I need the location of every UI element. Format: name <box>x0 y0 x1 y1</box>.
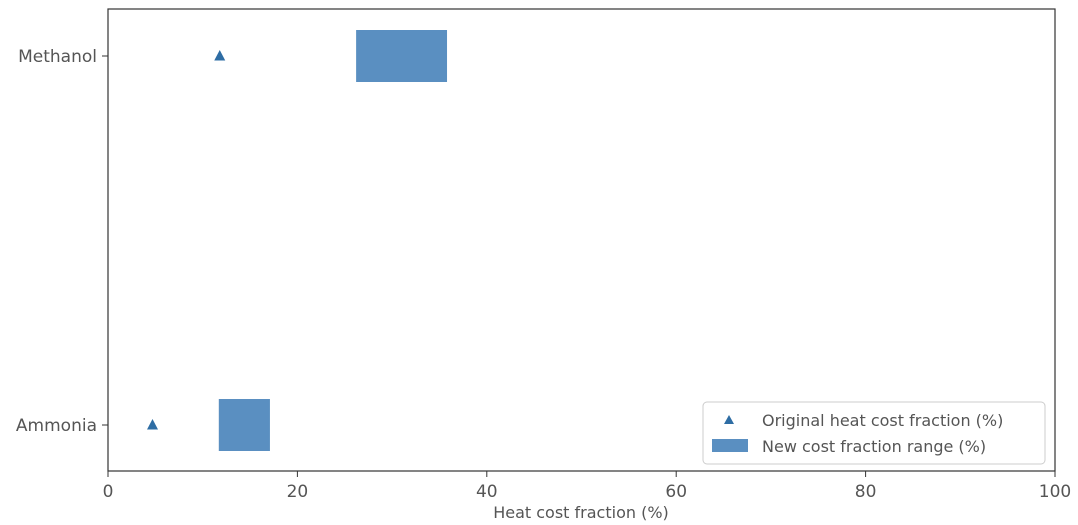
plot-frame <box>107 8 1056 472</box>
y-axis-ticks: Methanol Ammonia <box>16 47 108 436</box>
x-tick-label: 0 <box>103 482 114 502</box>
x-tick-label: 40 <box>476 482 498 502</box>
range-bars <box>218 30 448 451</box>
x-tick-label: 20 <box>287 482 309 502</box>
legend-frame <box>702 401 1046 465</box>
x-axis-ticks: 0 20 40 60 80 100 <box>103 471 1071 502</box>
x-tick-label: 80 <box>855 482 877 502</box>
x-tick-label: 100 <box>1039 482 1071 502</box>
legend-entry-range: New cost fraction range (%) <box>762 437 986 456</box>
legend-marker-icon <box>724 415 734 424</box>
marker-ammonia <box>147 419 159 430</box>
legend-bar-icon <box>712 439 748 452</box>
x-axis-label: Heat cost fraction (%) <box>493 503 669 522</box>
range-bar-ammonia <box>218 399 270 451</box>
markers <box>147 50 226 430</box>
legend-entry-original: Original heat cost fraction (%) <box>762 411 1003 430</box>
y-tick-label-methanol: Methanol <box>18 47 97 67</box>
legend: Original heat cost fraction (%) New cost… <box>702 401 1046 465</box>
marker-methanol <box>214 50 226 61</box>
range-bar-methanol <box>356 30 448 82</box>
x-tick-label: 60 <box>665 482 687 502</box>
y-tick-label-ammonia: Ammonia <box>16 416 97 436</box>
